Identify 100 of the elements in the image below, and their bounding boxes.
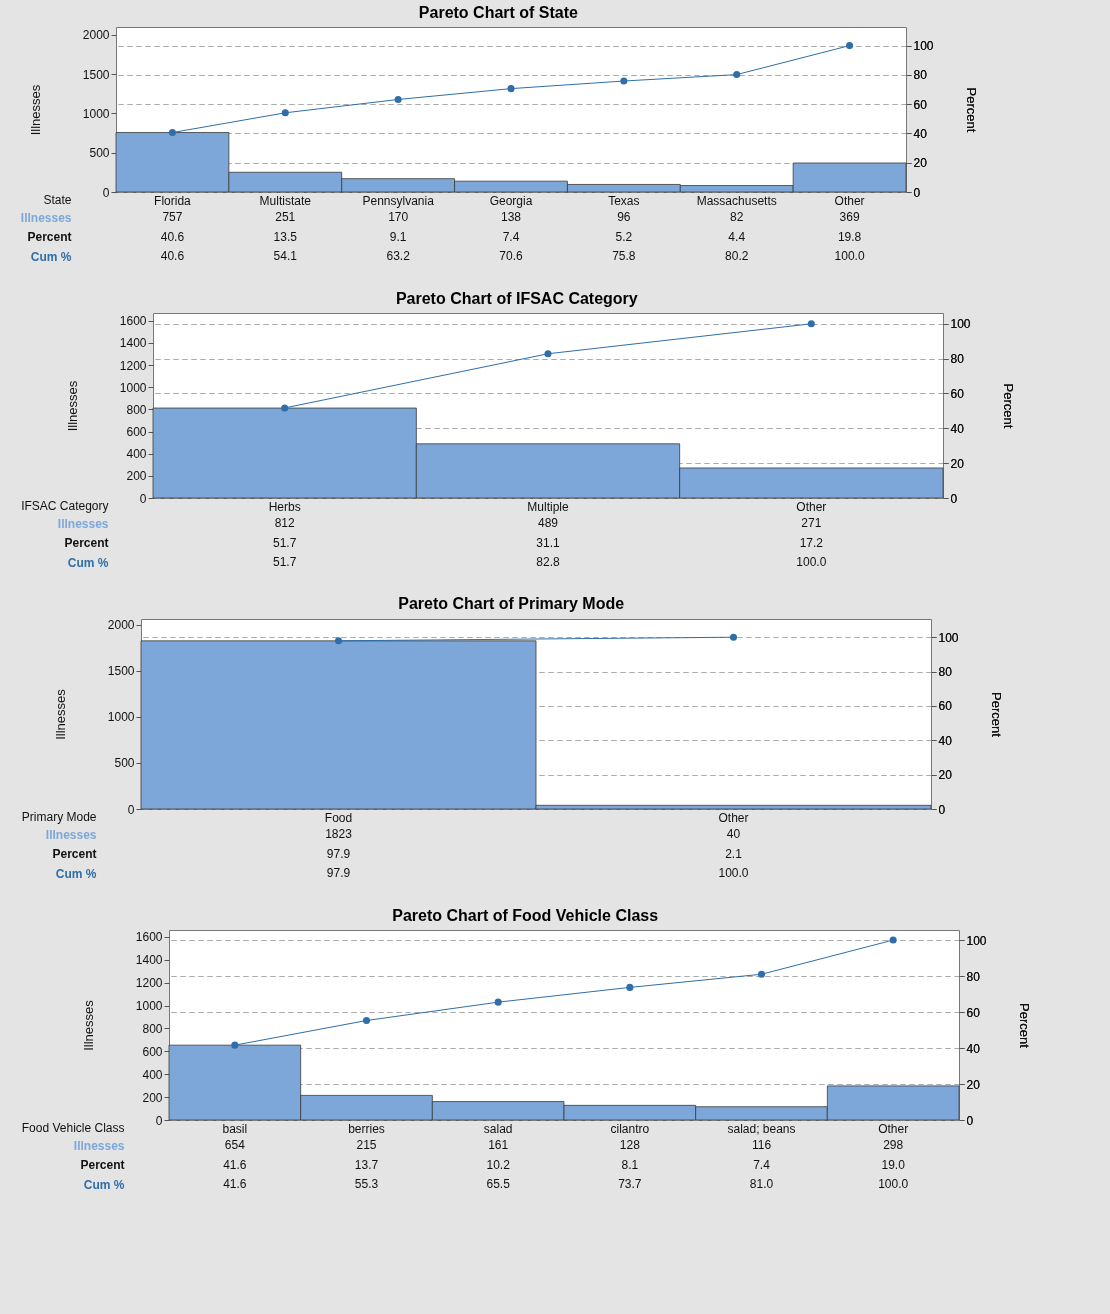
data-label: 100.0 xyxy=(796,555,827,569)
data-label: 100.0 xyxy=(718,866,749,880)
y-tick-label: 1600 xyxy=(119,314,147,329)
y-tick-label: 1600 xyxy=(135,930,163,945)
text: 10.2 xyxy=(486,1157,511,1172)
text: Cum % xyxy=(67,555,109,570)
text: Cum % xyxy=(83,1177,125,1192)
data-label: 70.6 xyxy=(499,249,523,263)
y-axis-title: Illnesses xyxy=(80,999,96,1051)
data-label: 369 xyxy=(839,210,860,224)
x-tick-label: Other xyxy=(796,499,827,514)
data-label: 215 xyxy=(356,1138,377,1152)
y2-tick-label: 40 xyxy=(938,733,953,748)
point xyxy=(281,109,289,117)
y-tick-label: 1200 xyxy=(119,358,147,373)
y-tick-label: 400 xyxy=(126,447,147,462)
text: 97.9 xyxy=(326,846,351,861)
x-tick-label: Florida xyxy=(154,193,192,208)
data-label: 65.5 xyxy=(486,1177,511,1191)
point xyxy=(889,936,897,944)
y2-tick-label: 0 xyxy=(938,802,946,817)
text: 8.1 xyxy=(621,1157,639,1172)
y2-axis-title: Percent xyxy=(1016,1003,1032,1049)
text: 7.4 xyxy=(753,1157,771,1172)
y-axis-title: Illnesses xyxy=(27,84,43,136)
text: 19.0 xyxy=(881,1157,906,1172)
y-tick-label: 1400 xyxy=(135,953,163,968)
x-tick-label: Pennsylvania xyxy=(362,193,435,208)
text: Cum % xyxy=(30,249,72,264)
data-label: 138 xyxy=(500,210,522,224)
data-label: 54.1 xyxy=(273,249,298,263)
data-label: 51.7 xyxy=(272,555,297,569)
data-label: 251 xyxy=(275,210,296,224)
text: 4.4 xyxy=(728,229,746,244)
x-axis-title: State xyxy=(43,192,72,207)
y2-tick-label: 60 xyxy=(966,1005,981,1020)
point xyxy=(544,350,552,358)
y2-tick-label: 60 xyxy=(950,386,965,401)
y-tick-label: 0 xyxy=(127,802,135,817)
point xyxy=(507,85,515,93)
data-label: 116 xyxy=(751,1138,772,1152)
x-tick-label: Food xyxy=(324,810,353,825)
y2-tick-label: 40 xyxy=(950,421,965,436)
text: 31.1 xyxy=(536,535,560,550)
x-tick-label: berries xyxy=(348,1121,385,1136)
data-label: 97.9 xyxy=(326,866,351,880)
text: 2.1 xyxy=(725,846,743,861)
x-tick-label: salad; beans xyxy=(727,1121,796,1136)
y2-tick-label: 0 xyxy=(913,185,921,200)
y-tick-label: 1000 xyxy=(119,380,147,395)
y-tick-label: 400 xyxy=(142,1067,163,1082)
text: 19.8 xyxy=(837,229,862,244)
x-axis-title: Primary Mode xyxy=(21,809,97,824)
data-label: 1823 xyxy=(325,827,353,841)
data-label: 170 xyxy=(388,210,409,224)
y2-tick-label: 20 xyxy=(950,456,965,471)
y-tick-label: 0 xyxy=(139,491,147,506)
data-label: 96 xyxy=(617,210,631,224)
y-axis-title: Illnesses xyxy=(52,688,68,740)
y-tick-label: 1500 xyxy=(82,67,110,82)
y-tick-label: 200 xyxy=(142,1090,163,1105)
data-label: 161 xyxy=(488,1138,509,1152)
text: Percent xyxy=(64,536,109,550)
y-tick-label: 1200 xyxy=(135,976,163,991)
y-tick-label: 500 xyxy=(114,756,135,771)
data-label: 128 xyxy=(619,1138,641,1152)
chart-title: Pareto Chart of Primary Mode xyxy=(398,595,625,613)
text: 5.2 xyxy=(615,229,633,244)
y-tick-label: 1400 xyxy=(119,336,147,351)
point xyxy=(231,1041,239,1049)
y-tick-label: 1000 xyxy=(82,106,110,121)
y2-tick-label: 100 xyxy=(950,317,971,332)
y2-tick-label: 20 xyxy=(938,768,953,783)
data-label: 55.3 xyxy=(354,1177,379,1191)
y-tick-label: 500 xyxy=(89,146,110,161)
y-tick-label: 0 xyxy=(102,185,110,200)
x-tick-label: Other xyxy=(878,1121,909,1136)
x-tick-label: Texas xyxy=(608,193,640,208)
y2-tick-label: 20 xyxy=(913,156,928,171)
data-label: 73.7 xyxy=(618,1177,642,1191)
y2-tick-label: 100 xyxy=(913,39,934,54)
x-tick-label: Georgia xyxy=(489,193,533,208)
point xyxy=(281,404,289,412)
y2-tick-label: 40 xyxy=(913,126,928,141)
data-label: 100.0 xyxy=(878,1177,909,1191)
y-tick-label: 200 xyxy=(126,469,147,484)
y2-tick-label: 20 xyxy=(966,1077,981,1092)
data-label: 757 xyxy=(162,210,183,224)
y-tick-label: 1500 xyxy=(107,664,135,679)
y2-axis-title: Percent xyxy=(1000,383,1016,429)
data-label: 812 xyxy=(274,516,295,530)
y-tick-label: 800 xyxy=(142,1021,163,1036)
y2-axis-title: Percent xyxy=(963,87,979,133)
x-tick-label: basil xyxy=(222,1121,248,1136)
data-label: 100.0 xyxy=(834,249,865,263)
y2-tick-label: 100 xyxy=(966,933,987,948)
y-axis-title: Illnesses xyxy=(64,380,80,432)
text: Illnesses xyxy=(73,1138,125,1153)
point xyxy=(494,998,502,1006)
data-label: 80.2 xyxy=(725,249,749,263)
